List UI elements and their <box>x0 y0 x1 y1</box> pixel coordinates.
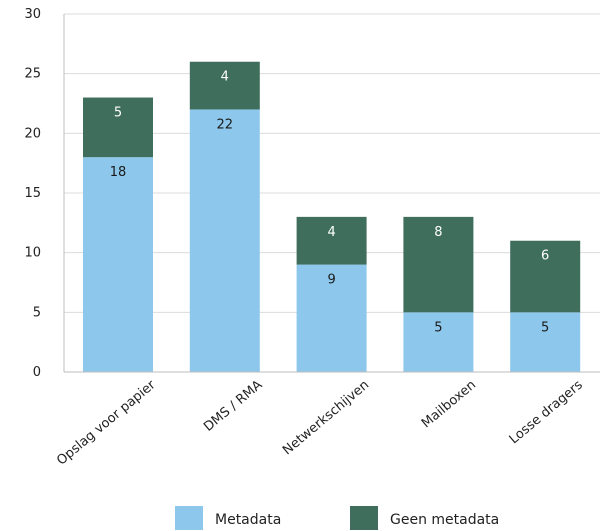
bar-geen-metadata <box>510 240 581 313</box>
bar-metadata <box>189 109 260 372</box>
bar-metadata <box>403 312 474 372</box>
y-tick-label: 10 <box>24 246 41 261</box>
bar-geen-metadata <box>296 216 367 265</box>
data-label: 9 <box>327 273 335 288</box>
legend: Metadata Geen metadata <box>175 506 499 530</box>
legend-label: Geen metadata <box>390 512 499 528</box>
category-label: Losse dragers <box>507 377 586 447</box>
bar-metadata <box>83 157 153 372</box>
data-label: 5 <box>114 106 122 121</box>
data-label: 5 <box>434 320 442 335</box>
bar-geen-metadata <box>83 97 153 158</box>
y-tick-label: 30 <box>24 7 41 22</box>
bar-metadata <box>296 264 367 372</box>
legend-swatch-geen-metadata <box>350 506 378 530</box>
data-label: 8 <box>434 225 442 240</box>
x-axis: Opslag voor papier DMS / RMA Netwerkschijv… <box>54 371 600 469</box>
bar-metadata <box>510 312 581 372</box>
bar-geen-metadata <box>403 216 474 313</box>
category-label: Opslag voor papier <box>54 377 159 468</box>
legend-swatch-metadata <box>175 506 203 530</box>
y-tick-label: 5 <box>33 305 41 320</box>
bars: 18 5 22 4 9 4 5 8 5 6 <box>83 61 581 372</box>
data-label: 18 <box>110 165 127 180</box>
legend-label: Metadata <box>215 512 281 528</box>
category-label: Mailboxen <box>419 378 479 432</box>
bar-geen-metadata <box>189 61 260 110</box>
y-axis: 0 5 10 15 20 25 30 <box>24 7 65 380</box>
y-tick-label: 15 <box>24 186 41 201</box>
y-tick-label: 25 <box>24 67 41 82</box>
y-tick-label: 20 <box>24 126 41 141</box>
category-label: Netwerkschijven <box>280 378 372 459</box>
data-label: 4 <box>221 70 229 85</box>
category-label: DMS / RMA <box>201 378 265 435</box>
data-label: 4 <box>327 225 335 240</box>
y-tick-label: 0 <box>33 365 41 380</box>
data-label: 5 <box>541 320 549 335</box>
data-label: 6 <box>541 249 549 264</box>
data-label: 22 <box>217 117 234 132</box>
